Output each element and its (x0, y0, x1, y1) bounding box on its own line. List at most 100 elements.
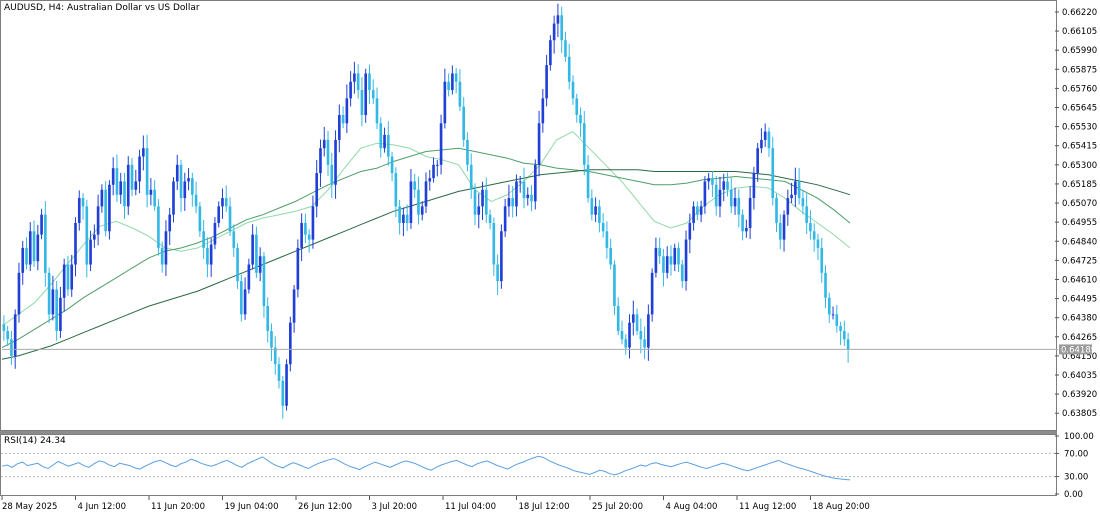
candle-body (55, 289, 58, 331)
candle-body (601, 222, 605, 232)
candle-body (801, 198, 805, 207)
candle-body (703, 181, 707, 207)
candle-body (153, 189, 156, 207)
candle-body (66, 264, 70, 290)
candle-body (835, 314, 839, 326)
time-tick-label: 11 Jun 20:00 (151, 502, 205, 512)
candle-body (304, 222, 307, 235)
candle-body (688, 222, 692, 240)
candle-body (334, 139, 337, 185)
candle-body (537, 123, 541, 165)
candle-body (25, 247, 28, 265)
candle-body (692, 206, 695, 223)
candle-body (628, 322, 631, 348)
time-tick-label: 11 Aug 12:00 (739, 502, 796, 512)
candle-body (631, 314, 635, 323)
candle-body (643, 339, 646, 348)
candle-body (164, 231, 168, 265)
candle-body (778, 222, 782, 240)
candle-body (605, 231, 609, 248)
candle-body (481, 189, 484, 207)
candle-body (292, 289, 296, 323)
price-tick-label: 0.63920 (1062, 390, 1097, 400)
candle-body (228, 206, 232, 232)
candle-body (500, 231, 503, 282)
candle-body (285, 364, 288, 406)
candle-body (760, 139, 763, 149)
candle-body (680, 264, 684, 282)
candle-body (507, 198, 511, 207)
candle-body (390, 156, 394, 174)
candle-body (650, 272, 654, 315)
candle-body (36, 234, 40, 262)
rsi-pane-border (0, 434, 1057, 496)
candle-body (805, 206, 808, 223)
price-tick-label: 0.64495 (1062, 295, 1097, 305)
candle-body (752, 173, 756, 199)
candle-body (454, 73, 458, 82)
candle-body (85, 206, 89, 265)
candle-body (262, 256, 266, 307)
time-tick-label: 3 Jul 20:00 (372, 502, 418, 512)
time-tick-label: 4 Jun 12:00 (78, 502, 127, 512)
candle-body (307, 234, 311, 240)
candle-body (322, 139, 326, 149)
price-tick-label: 0.65990 (1062, 46, 1097, 56)
candle-body (270, 330, 273, 348)
candle-body (824, 272, 827, 298)
candle-body (179, 164, 183, 199)
candle-body (812, 231, 816, 240)
candle-body (32, 231, 36, 262)
price-tick-label: 0.65070 (1062, 199, 1097, 209)
price-tick-label: 0.64035 (1062, 371, 1097, 381)
candle-body (191, 178, 194, 195)
candle-body (213, 222, 217, 245)
candle-body (379, 123, 383, 149)
candle-body (232, 231, 236, 248)
candle-body (345, 98, 349, 124)
candle-body (236, 247, 239, 282)
candle-body (582, 123, 586, 165)
candle-body (590, 198, 594, 215)
time-tick-label: 18 Jul 12:00 (519, 502, 570, 512)
candle-body (428, 178, 432, 182)
candle-body (111, 168, 115, 185)
candle-body (462, 106, 466, 140)
price-tick-label: 0.65760 (1062, 84, 1097, 94)
candle-body (424, 181, 428, 207)
candle-body (394, 173, 398, 207)
candle-body (790, 194, 793, 199)
candle-body (119, 181, 123, 195)
candle-body (699, 206, 703, 215)
candle-body (371, 90, 375, 99)
candle-body (458, 81, 462, 107)
candle-body (172, 181, 175, 215)
price-tick-label: 0.64840 (1062, 237, 1097, 247)
candle-body (439, 123, 443, 165)
candle-body (477, 206, 481, 215)
candle-body (549, 40, 552, 66)
moving-average-line-1 (1, 130, 851, 327)
candle-body (530, 194, 533, 202)
candle-body (756, 148, 759, 174)
price-tick-label: 0.65875 (1062, 65, 1097, 75)
candle-body (100, 189, 104, 207)
candle-body (258, 256, 262, 273)
candle-body (567, 56, 571, 82)
candle-body (130, 164, 134, 190)
candle-body (138, 156, 141, 182)
candle-body (206, 247, 209, 265)
time-tick-label: 4 Aug 04:00 (666, 502, 718, 512)
candle-body (224, 198, 228, 207)
candle-body (624, 339, 628, 348)
pane-separator[interactable] (0, 431, 1057, 434)
price-tick-label: 0.63805 (1062, 409, 1097, 419)
time-tick-label: 18 Aug 20:00 (813, 502, 870, 512)
candle-body (729, 189, 733, 207)
candle-body (526, 194, 530, 199)
price-tick-label: 0.64610 (1062, 275, 1097, 285)
candle-body (552, 23, 556, 41)
